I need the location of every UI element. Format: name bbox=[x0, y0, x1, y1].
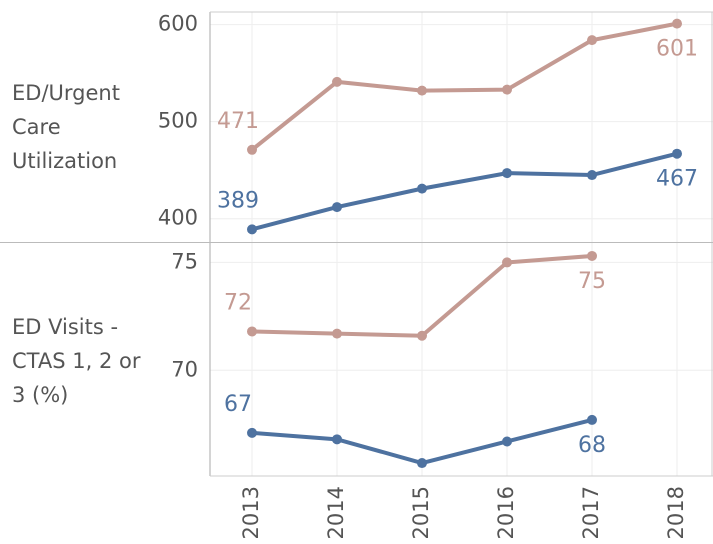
x-tick-label: 2013 bbox=[239, 486, 263, 539]
point bbox=[417, 85, 427, 96]
value-label: 467 bbox=[656, 167, 698, 192]
point bbox=[417, 458, 427, 469]
point bbox=[332, 434, 342, 445]
x-tick-label: 2015 bbox=[409, 486, 433, 539]
point bbox=[587, 414, 597, 425]
point bbox=[502, 436, 512, 447]
point bbox=[672, 18, 682, 29]
point bbox=[502, 84, 512, 95]
point bbox=[587, 170, 597, 181]
y-tick-label: 70 bbox=[171, 357, 198, 381]
value-label: 601 bbox=[656, 37, 698, 62]
point bbox=[247, 427, 257, 438]
point bbox=[587, 250, 597, 261]
point bbox=[587, 35, 597, 46]
y-tick-label: 75 bbox=[171, 249, 198, 273]
y-tick-label: 500 bbox=[158, 109, 198, 133]
point bbox=[417, 330, 427, 341]
x-tick-label: 2018 bbox=[664, 486, 688, 539]
point bbox=[502, 168, 512, 179]
row-label: ED Visits - CTAS 1, 2 or 3 (%) bbox=[12, 315, 141, 407]
y-tick-label: 400 bbox=[158, 206, 198, 230]
point bbox=[247, 144, 257, 155]
x-tick-label: 2016 bbox=[494, 486, 518, 539]
y-tick-label: 600 bbox=[158, 12, 198, 36]
series-line bbox=[250, 21, 678, 152]
point bbox=[417, 183, 427, 194]
value-label: 75 bbox=[578, 269, 606, 294]
row-label: ED/Urgent Care Utilization bbox=[12, 81, 120, 173]
series-line bbox=[251, 151, 678, 232]
point bbox=[247, 326, 257, 337]
point bbox=[502, 257, 512, 268]
point bbox=[247, 224, 257, 235]
x-tick-label: 2017 bbox=[579, 486, 603, 539]
value-label: 389 bbox=[217, 188, 259, 213]
value-label: 72 bbox=[224, 290, 252, 315]
point bbox=[332, 328, 342, 339]
point bbox=[672, 148, 682, 159]
point bbox=[332, 76, 342, 87]
value-label: 471 bbox=[217, 109, 259, 134]
x-tick-label: 2014 bbox=[324, 486, 348, 539]
point bbox=[332, 202, 342, 213]
value-label: 68 bbox=[578, 433, 606, 458]
value-label: 67 bbox=[224, 392, 252, 417]
